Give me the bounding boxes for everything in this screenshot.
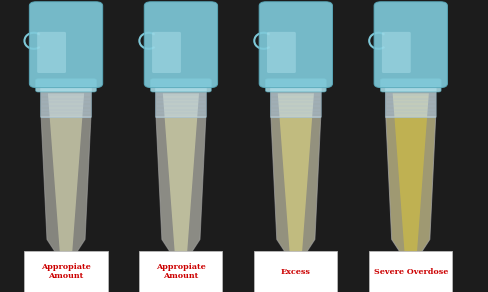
Text: Severe Overdose: Severe Overdose (373, 267, 447, 276)
FancyBboxPatch shape (381, 32, 410, 73)
FancyBboxPatch shape (265, 79, 325, 92)
Text: Appropiate
Amount: Appropiate Amount (41, 263, 91, 280)
Polygon shape (270, 117, 320, 269)
Polygon shape (392, 93, 428, 264)
FancyBboxPatch shape (24, 251, 107, 292)
FancyBboxPatch shape (373, 2, 447, 88)
FancyBboxPatch shape (266, 32, 295, 73)
Polygon shape (156, 117, 205, 269)
FancyBboxPatch shape (139, 251, 222, 292)
Text: Appropiate
Amount: Appropiate Amount (156, 263, 205, 280)
Polygon shape (385, 117, 435, 269)
FancyBboxPatch shape (259, 2, 332, 88)
FancyBboxPatch shape (41, 87, 91, 118)
Polygon shape (277, 93, 313, 264)
FancyBboxPatch shape (29, 2, 102, 88)
Polygon shape (48, 93, 84, 264)
FancyBboxPatch shape (150, 79, 211, 92)
FancyBboxPatch shape (152, 32, 181, 73)
Polygon shape (41, 117, 91, 269)
FancyBboxPatch shape (254, 251, 337, 292)
FancyBboxPatch shape (144, 2, 217, 88)
FancyBboxPatch shape (368, 251, 451, 292)
FancyBboxPatch shape (37, 32, 66, 73)
FancyBboxPatch shape (36, 79, 96, 92)
FancyBboxPatch shape (385, 87, 435, 118)
Polygon shape (163, 93, 199, 264)
FancyBboxPatch shape (380, 79, 440, 92)
FancyBboxPatch shape (270, 87, 321, 118)
Text: Excess: Excess (280, 267, 310, 276)
FancyBboxPatch shape (155, 87, 206, 118)
